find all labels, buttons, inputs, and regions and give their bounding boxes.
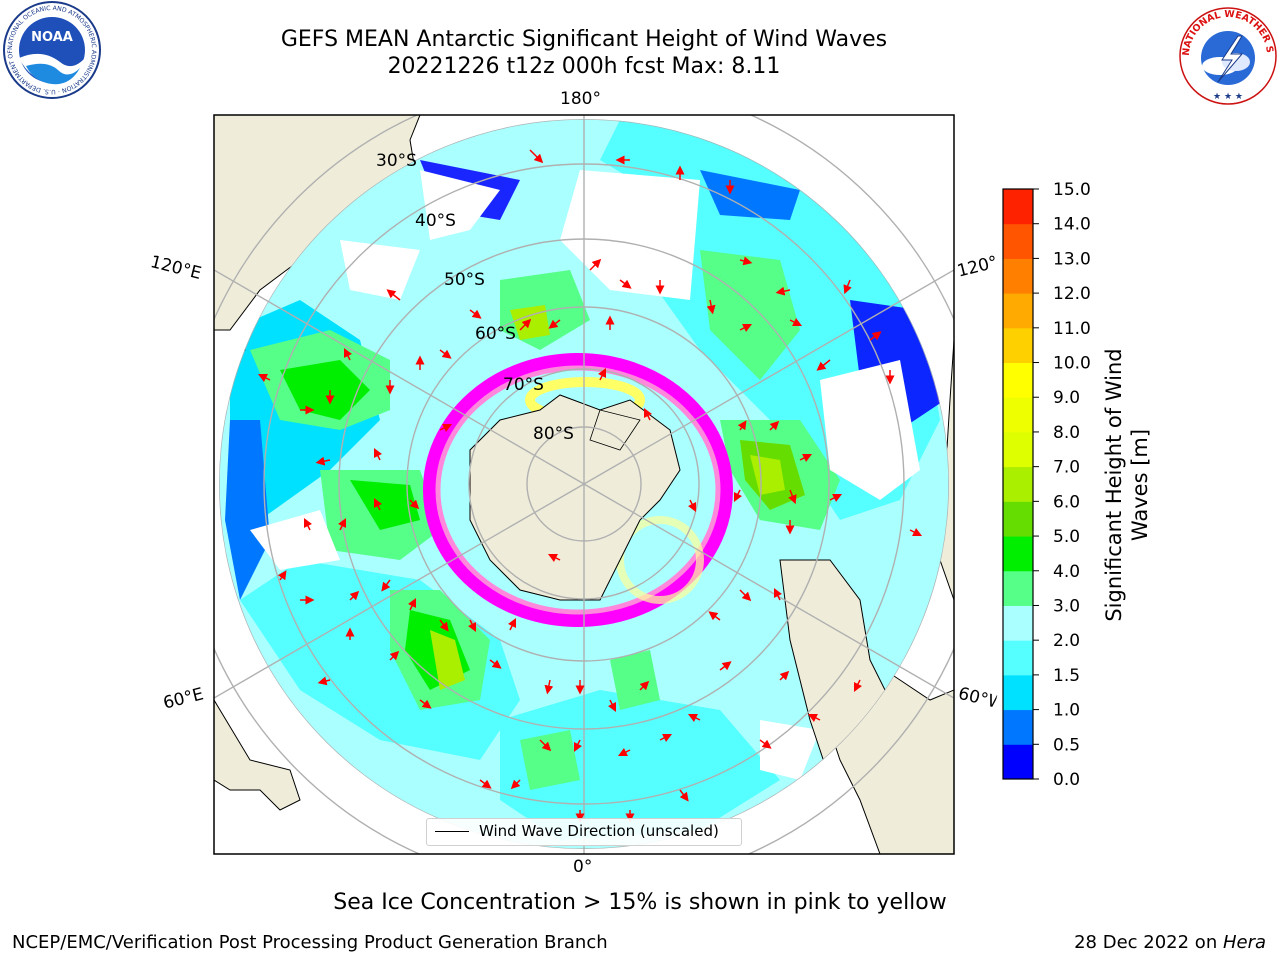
lat-label-40s: 40°S bbox=[415, 211, 456, 231]
lon-label-0: 0° bbox=[573, 857, 593, 877]
caption: Sea Ice Concentration > 15% is shown in … bbox=[333, 890, 947, 915]
colorbar-band bbox=[1003, 223, 1033, 259]
colorbar-tick-label: 0.0 bbox=[1053, 770, 1080, 790]
colorbar-tick-label: 12.0 bbox=[1053, 284, 1091, 304]
colorbar-tick-label: 8.0 bbox=[1053, 423, 1080, 443]
colorbar-tick-label: 4.0 bbox=[1053, 562, 1080, 582]
map-legend: Wind Wave Direction (unscaled) bbox=[426, 818, 742, 846]
svg-text:★ ★ ★: ★ ★ ★ bbox=[1213, 92, 1243, 102]
colorbar-band bbox=[1003, 258, 1033, 294]
colorbar-band bbox=[1003, 362, 1033, 398]
sea-ice bbox=[423, 353, 733, 627]
colorbar-band bbox=[1003, 293, 1033, 329]
colorbar-band bbox=[1003, 709, 1033, 745]
colorbar-band bbox=[1003, 466, 1033, 502]
colorbar-tick-label: 11.0 bbox=[1053, 319, 1091, 339]
colorbar-tick-label: 14.0 bbox=[1053, 215, 1091, 235]
colorbar-tick-label: 1.5 bbox=[1053, 666, 1080, 686]
colorbar-band bbox=[1003, 536, 1033, 572]
colorbar-tick-label: 10.0 bbox=[1053, 354, 1091, 374]
noaa-logo: NATIONAL OCEANIC AND ATMOSPHERIC ADMINIS… bbox=[2, 0, 101, 99]
colorbar-band bbox=[1003, 431, 1033, 468]
colorbar-band bbox=[1003, 189, 1033, 225]
noaa-logo-text: NOAA bbox=[31, 30, 73, 45]
lat-label-60s: 60°S bbox=[475, 324, 516, 344]
colorbar-band bbox=[1003, 327, 1033, 364]
colorbar-band bbox=[1003, 674, 1033, 711]
wind-wave-arrows bbox=[257, 149, 923, 823]
chart-subtitle: 20221226 t12z 000h fcst Max: 8.11 bbox=[387, 54, 781, 79]
colorbar-tick-label: 15.0 bbox=[1053, 180, 1091, 200]
colorbar-tick-label: 6.0 bbox=[1053, 492, 1080, 512]
nws-logo: NATIONAL WEATHER SERVICE ★ ★ ★ bbox=[1178, 6, 1277, 105]
legend-line-sample bbox=[435, 831, 469, 832]
colorbar-band bbox=[1003, 744, 1033, 780]
colorbar-band bbox=[1003, 640, 1033, 676]
colorbar-tick-label: 2.0 bbox=[1053, 631, 1080, 651]
lat-label-70s: 70°S bbox=[503, 375, 544, 395]
legend-label: Wind Wave Direction (unscaled) bbox=[479, 822, 719, 840]
colorbar-tick-label: 1.0 bbox=[1053, 701, 1080, 721]
colorbar-band bbox=[1003, 501, 1033, 537]
lat-label-80s: 80°S bbox=[533, 424, 574, 444]
colorbar-tick-label: 13.0 bbox=[1053, 249, 1091, 269]
colorbar-band bbox=[1003, 397, 1033, 433]
colorbar-label: Significant Height of Wind Waves [m] bbox=[1102, 348, 1152, 622]
footer-date-text: 28 Dec 2022 on bbox=[1074, 932, 1223, 953]
colorbar-tick-label: 5.0 bbox=[1053, 527, 1080, 547]
footer-system: Hera bbox=[1222, 932, 1266, 953]
footer-date: 28 Dec 2022 on Hera bbox=[1074, 932, 1266, 953]
colorbar-tick-label: 9.0 bbox=[1053, 388, 1080, 408]
lon-label-180: 180° bbox=[560, 89, 601, 109]
lat-label-50s: 50°S bbox=[444, 270, 485, 290]
footer-credit: NCEP/EMC/Verification Post Processing Pr… bbox=[12, 932, 608, 953]
colorbar-band bbox=[1003, 605, 1033, 641]
colorbar-tick-label: 7.0 bbox=[1053, 458, 1080, 478]
lat-label-30s: 30°S bbox=[376, 151, 417, 171]
colorbar-tick-label: 0.5 bbox=[1053, 735, 1080, 755]
colorbar-band bbox=[1003, 570, 1033, 606]
colorbar-tick-label: 3.0 bbox=[1053, 596, 1080, 616]
graticule bbox=[214, 115, 954, 854]
chart-title: GEFS MEAN Antarctic Significant Height o… bbox=[280, 27, 888, 52]
